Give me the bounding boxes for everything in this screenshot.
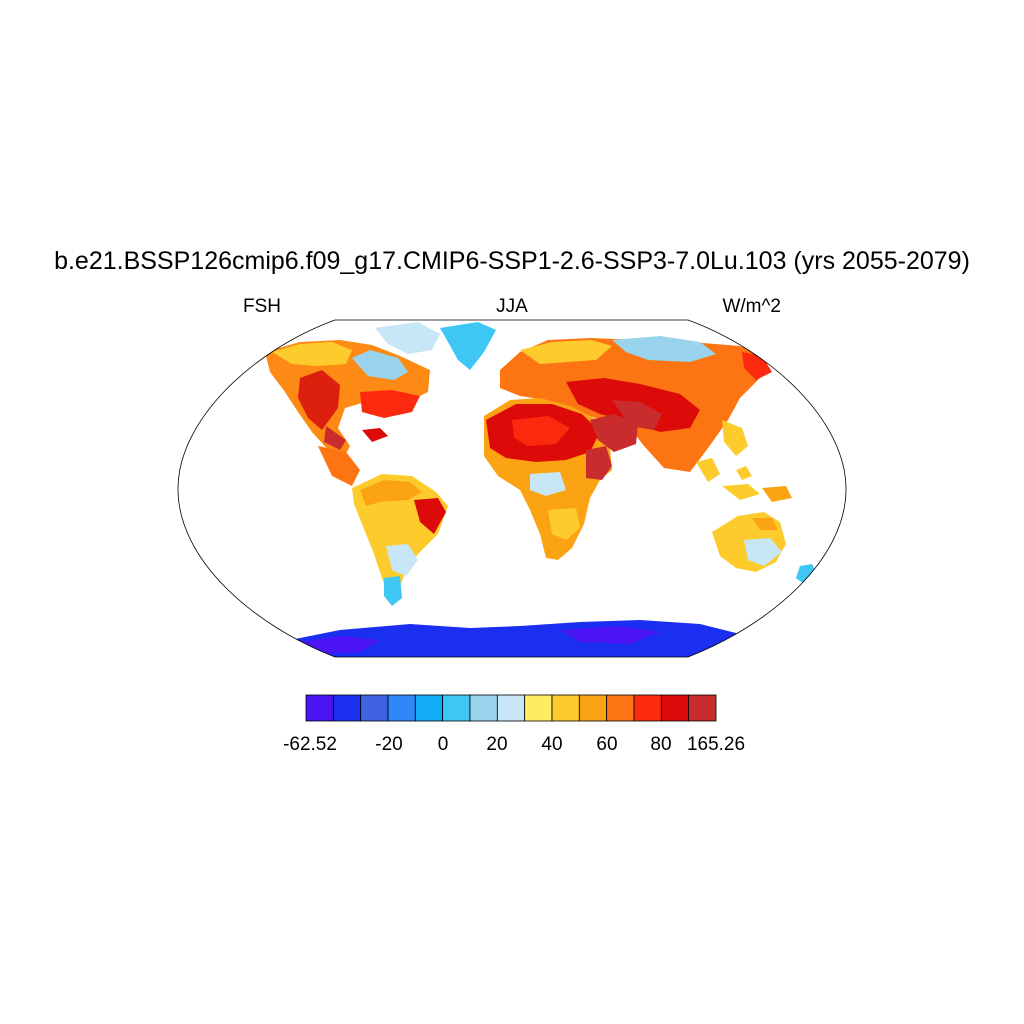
- africa: [484, 398, 612, 560]
- colorbar-label: 40: [541, 734, 562, 755]
- colorbar-swatch: [496, 694, 526, 722]
- antarctica: [280, 620, 760, 657]
- south-america: [352, 474, 448, 606]
- colorbar-label: 165.26: [687, 734, 745, 755]
- colorbar: -62.52 -20 0 20 40 60 80 165.26: [283, 694, 745, 755]
- colorbar-label: 80: [650, 734, 671, 755]
- colorbar-swatch: [442, 694, 471, 722]
- colorbar-swatch: [688, 694, 717, 722]
- map-title: b.e21.BSSP126cmip6.f09_g17.CMIP6-SSP1-2.…: [54, 247, 970, 275]
- colorbar-swatch: [551, 694, 580, 722]
- colorbar-swatch: [332, 694, 362, 722]
- colorbar-swatch: [414, 694, 444, 722]
- colorbar-label: -20: [375, 734, 402, 755]
- colorbar-swatch: [360, 694, 389, 722]
- colorbar-swatch: [469, 694, 498, 722]
- colorbar-label: -62.52: [283, 734, 337, 755]
- colorbar-swatch: [660, 694, 690, 722]
- colorbar-swatch: [305, 694, 334, 722]
- units-label: W/m^2: [722, 296, 781, 317]
- greenland: [440, 322, 496, 370]
- variable-label: FSH: [243, 296, 281, 317]
- new-zealand: [796, 564, 818, 584]
- colorbar-label: 20: [486, 734, 507, 755]
- season-label: JJA: [496, 296, 528, 317]
- north-america: [265, 322, 440, 486]
- australia: [712, 512, 786, 572]
- colorbar-swatch: [606, 694, 635, 722]
- map-area: [265, 322, 818, 657]
- colorbar-swatch: [387, 694, 416, 722]
- southeast-asia: [696, 458, 792, 502]
- arabia: [590, 414, 638, 452]
- colorbar-swatch: [578, 694, 608, 722]
- colorbar-swatch: [633, 694, 662, 722]
- colorbar-swatch: [524, 694, 553, 722]
- eurasia: [500, 336, 772, 472]
- colorbar-label: 0: [438, 734, 449, 755]
- colorbar-label: 60: [596, 734, 617, 755]
- map-boundary: [177, 319, 847, 658]
